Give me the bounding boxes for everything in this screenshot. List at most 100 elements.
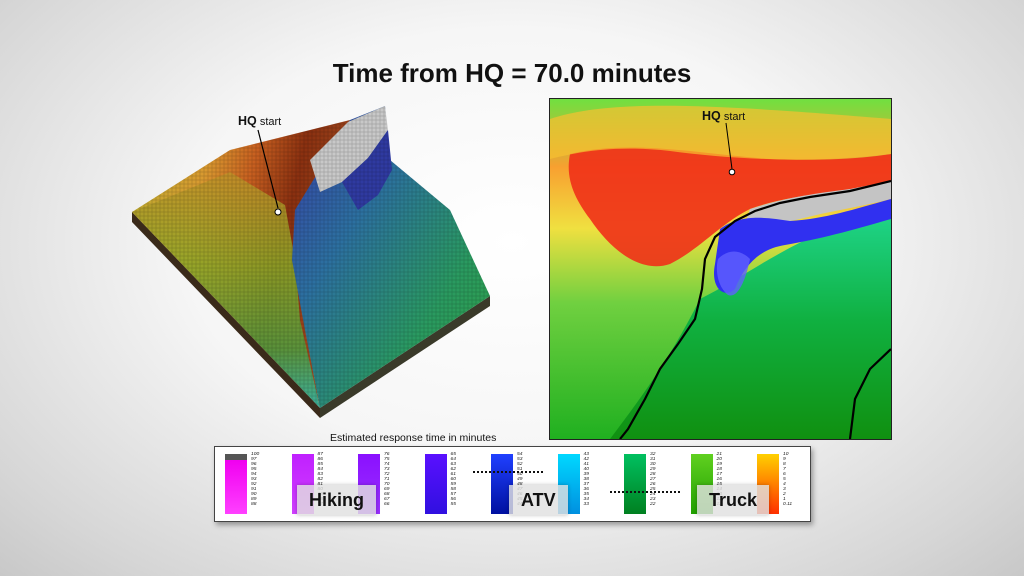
legend-number: 32 — [650, 452, 656, 457]
legend-number: 36 — [583, 486, 589, 492]
map-graphic — [550, 99, 891, 439]
legend-number: 33 — [583, 501, 589, 507]
legend-number: 15 — [717, 482, 722, 488]
legend-number: 17 — [716, 471, 722, 477]
legend-colorbar: 1009796959493929190898887868584838281807… — [214, 446, 811, 522]
legend-number: 66 — [384, 501, 390, 507]
legend-number: 58 — [450, 486, 456, 492]
slide-title: Time from HQ = 70.0 minutes — [332, 58, 692, 88]
legend-number: 5 — [783, 476, 786, 482]
legend-number: 10 — [783, 452, 789, 457]
legend-number: 2 — [783, 491, 786, 497]
legend-number: 38 — [583, 476, 589, 482]
legend-number: 20 — [716, 456, 722, 462]
legend-number: 100 — [251, 452, 260, 457]
legend-number: 31 — [650, 456, 656, 462]
legend-number: 91 — [251, 486, 257, 492]
legend-number-column: 76 75 74 73 72 71 70 69 68 67 66 — [384, 452, 390, 507]
legend-number: 1 — [783, 496, 786, 502]
legend-number: 59 — [450, 481, 456, 487]
legend-number: 75 — [384, 456, 390, 462]
legend-number: 92 — [251, 481, 257, 487]
legend-number: 90 — [251, 491, 257, 497]
legend-number: 41 — [583, 461, 589, 467]
legend-swatch — [491, 454, 513, 514]
legend-number: 61 — [450, 471, 456, 477]
terrain-hq-label: HQ start — [238, 114, 281, 128]
legend-dotted-line — [473, 471, 543, 473]
legend-number: 9 — [783, 456, 786, 462]
legend-number: 57 — [450, 491, 456, 497]
legend-number: 37 — [583, 481, 589, 487]
legend-number: 69 — [384, 486, 390, 492]
legend-number-column: 100 97 96 95 94 93 92 91 90 89 88 — [251, 452, 260, 507]
legend-number: 8 — [783, 461, 786, 467]
legend-number: 39 — [583, 471, 589, 477]
legend-number: 84 — [317, 466, 323, 472]
legend-number: 88 — [251, 501, 257, 507]
legend-number: 97 — [251, 456, 257, 462]
legend-number: 68 — [384, 491, 390, 497]
legend-number: 3 — [783, 486, 786, 492]
legend-number: 67 — [384, 496, 390, 502]
legend-number-column: 32 31 30 29 28 27 26 25 24 23 22 — [650, 452, 656, 507]
legend-number: 87 — [317, 452, 323, 457]
legend-number: 73 — [384, 466, 390, 472]
legend-number: 65 — [450, 452, 456, 457]
legend-number: 81 — [318, 482, 323, 488]
legend-swatch — [624, 454, 646, 514]
mode-label-atv: ATV — [509, 485, 568, 515]
legend-number: 95 — [251, 466, 257, 472]
legend-number: 27 — [650, 476, 656, 482]
legend-number: 40 — [583, 466, 589, 472]
legend-number: 83 — [317, 471, 323, 477]
legend-caption: Estimated response time in minutes — [330, 432, 497, 444]
mode-label-hiking: Hiking — [297, 485, 377, 515]
legend-number: 63 — [450, 461, 456, 467]
legend-number: 86 — [317, 456, 323, 462]
terrain-hq-title: HQ — [238, 114, 257, 128]
legend-number: 56 — [450, 496, 456, 502]
legend-number: 16 — [716, 476, 722, 482]
terrain-hq-sub: start — [259, 116, 282, 128]
legend-number: 53 — [517, 456, 523, 462]
legend-number: 50 — [517, 471, 523, 477]
legend-number: 30 — [650, 461, 656, 467]
legend-number: 49 — [517, 476, 523, 482]
legend-number: 85 — [317, 461, 323, 467]
legend-number-column: 10 9 8 7 6 5 4 3 2 1 0.11 — [783, 452, 793, 507]
legend-swatch — [225, 454, 247, 514]
map-hq-label: HQ start — [702, 109, 745, 123]
legend-number: 93 — [251, 476, 257, 482]
mode-label-truck: Truck — [697, 485, 770, 515]
legend-number: 35 — [583, 491, 589, 497]
legend-number: 94 — [251, 471, 257, 477]
legend-dotted-line — [610, 491, 680, 493]
legend-number: 48 — [517, 482, 522, 488]
legend-number: 6 — [783, 471, 786, 477]
legend-number: 96 — [251, 461, 257, 467]
legend-number: 62 — [450, 466, 456, 472]
response-time-map: HQ start — [549, 98, 892, 440]
legend-number: 43 — [583, 452, 589, 457]
legend-number: 21 — [716, 452, 722, 457]
legend-number: 7 — [783, 466, 786, 472]
map-hq-title: HQ — [702, 109, 721, 123]
legend-number: 23 — [650, 496, 656, 502]
legend-number: 22 — [650, 501, 656, 507]
legend-number: 28 — [650, 471, 656, 477]
legend-number: 19 — [716, 461, 722, 467]
legend-number: 70 — [384, 481, 390, 487]
legend-number: 42 — [583, 456, 589, 462]
legend-number: 51 — [517, 466, 523, 472]
legend-number: 55 — [450, 501, 456, 507]
legend-number: 26 — [650, 481, 656, 487]
legend-number: 54 — [517, 452, 523, 457]
legend-number: 71 — [384, 476, 390, 482]
terrain-3d-view: HQ start — [120, 100, 530, 440]
legend-number: 18 — [716, 466, 722, 472]
legend-number: 34 — [583, 496, 589, 502]
legend-number-column: 43 42 41 40 39 38 37 36 35 34 33 — [583, 452, 589, 507]
legend-number: 0.11 — [783, 501, 793, 507]
legend-number: 25 — [650, 486, 656, 492]
